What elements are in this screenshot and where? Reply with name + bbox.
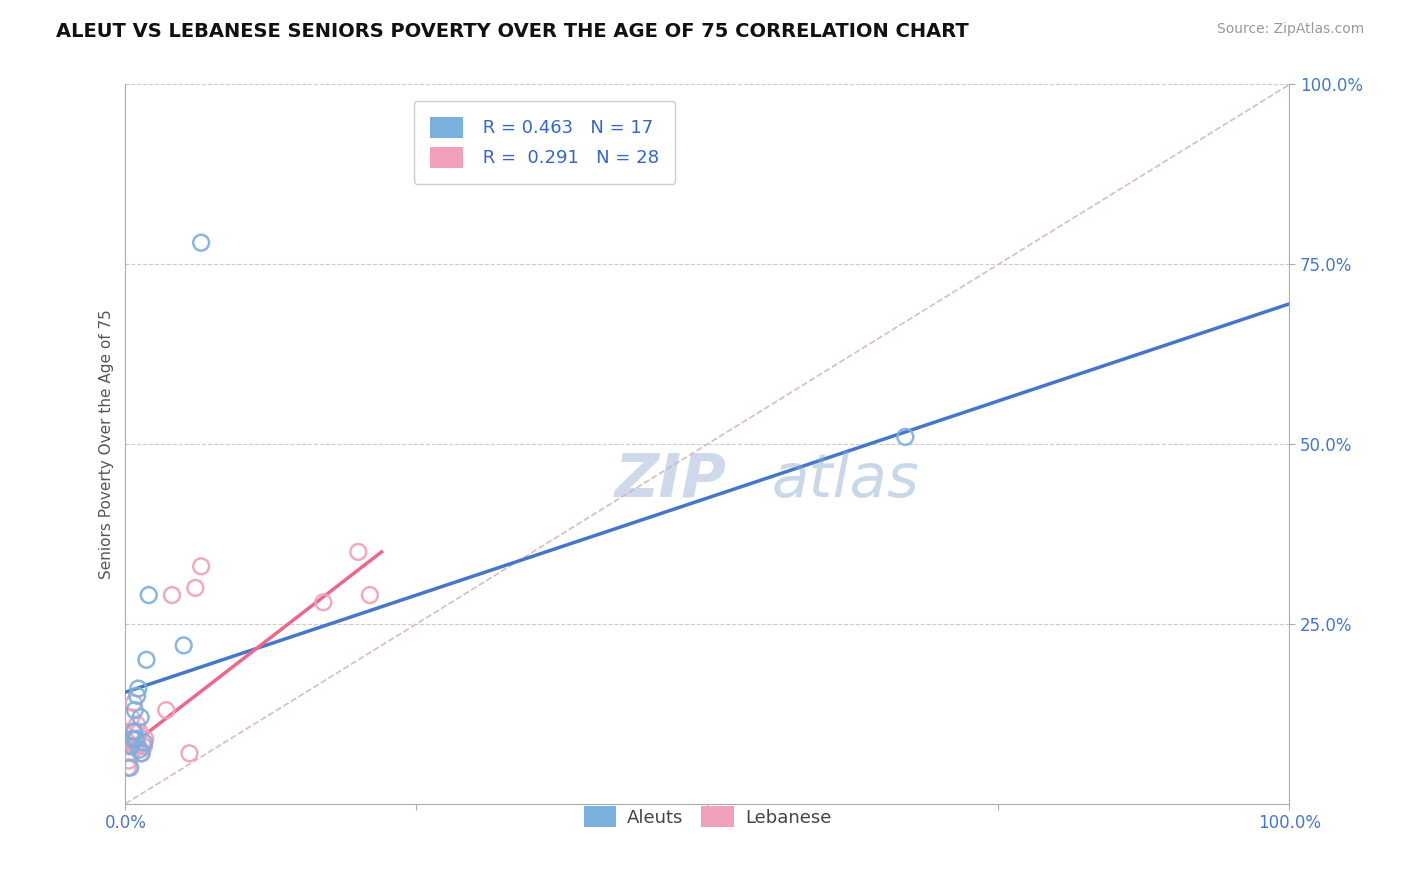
Point xyxy=(124,724,146,739)
Point xyxy=(173,639,195,653)
Point xyxy=(184,581,207,595)
Point xyxy=(132,739,155,753)
Legend: Aleuts, Lebanese: Aleuts, Lebanese xyxy=(576,799,838,834)
Point xyxy=(129,747,152,761)
Point xyxy=(118,739,141,753)
Point xyxy=(134,731,156,746)
Text: ALEUT VS LEBANESE SENIORS POVERTY OVER THE AGE OF 75 CORRELATION CHART: ALEUT VS LEBANESE SENIORS POVERTY OVER T… xyxy=(56,22,969,41)
Point xyxy=(124,703,146,717)
Point xyxy=(122,731,145,746)
Point xyxy=(894,430,917,444)
Point xyxy=(120,739,142,753)
Point xyxy=(118,754,141,768)
Point xyxy=(135,653,157,667)
Point xyxy=(117,761,139,775)
Point xyxy=(120,761,142,775)
Point xyxy=(128,724,150,739)
Point xyxy=(138,588,160,602)
Point xyxy=(121,731,143,746)
Point xyxy=(122,724,145,739)
Point xyxy=(129,710,152,724)
Text: Source: ZipAtlas.com: Source: ZipAtlas.com xyxy=(1216,22,1364,37)
Point xyxy=(125,739,148,753)
Point xyxy=(190,235,212,250)
Point xyxy=(179,747,201,761)
Y-axis label: Seniors Poverty Over the Age of 75: Seniors Poverty Over the Age of 75 xyxy=(100,310,114,579)
Point xyxy=(127,731,149,746)
Point xyxy=(127,681,149,696)
Point xyxy=(131,747,153,761)
Text: ZIP: ZIP xyxy=(614,450,727,509)
Point xyxy=(120,710,142,724)
Point xyxy=(312,595,335,609)
Point xyxy=(121,724,143,739)
Point xyxy=(120,747,142,761)
Point xyxy=(160,588,183,602)
Point xyxy=(132,735,155,749)
Point xyxy=(120,739,142,753)
Text: atlas: atlas xyxy=(772,450,920,509)
Point xyxy=(190,559,212,574)
Point xyxy=(127,717,149,731)
Point xyxy=(127,739,149,753)
Point xyxy=(155,703,177,717)
Point xyxy=(132,739,155,753)
Point xyxy=(127,689,149,703)
Point xyxy=(347,545,370,559)
Point xyxy=(122,696,145,710)
Point xyxy=(359,588,381,602)
Point xyxy=(128,742,150,756)
Point xyxy=(125,731,148,746)
Point xyxy=(124,739,146,753)
